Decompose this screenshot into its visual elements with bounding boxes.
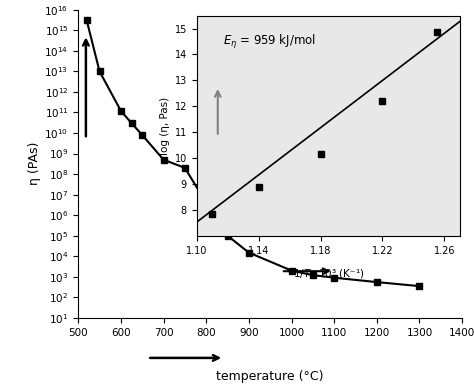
X-axis label: 1/$T$×10³ (K⁻¹): 1/$T$×10³ (K⁻¹) [292, 267, 364, 280]
Text: $E_{\eta}$ = 959 kJ/mol: $E_{\eta}$ = 959 kJ/mol [223, 33, 316, 51]
Text: temperature (°C): temperature (°C) [217, 370, 324, 383]
Text: η (PAs): η (PAs) [27, 142, 41, 186]
Y-axis label: log (η, Pas): log (η, Pas) [160, 97, 171, 155]
